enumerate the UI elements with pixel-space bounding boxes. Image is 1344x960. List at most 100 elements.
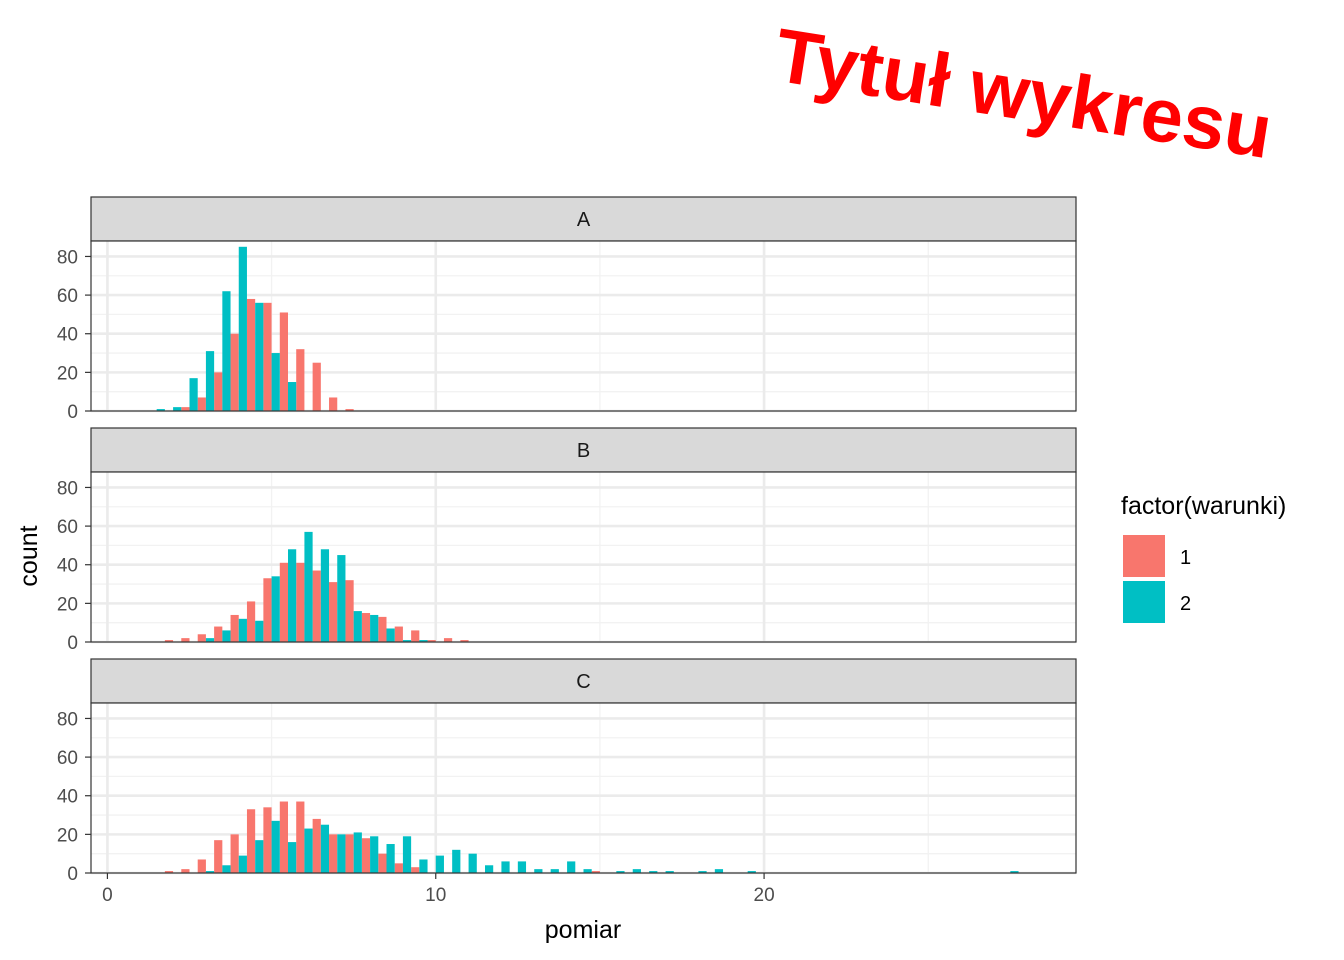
legend: factor(warunki) 1 2 <box>1121 492 1286 623</box>
y-tick-label: 60 <box>57 286 78 307</box>
bar-C-series-2 <box>222 865 231 873</box>
bar-C-series-2 <box>632 869 641 873</box>
x-tick-label: 10 <box>425 885 446 906</box>
bar-C-series-2 <box>616 871 625 873</box>
panel-border <box>90 702 1077 874</box>
bar-A-series-1 <box>246 298 256 411</box>
bar-B-series-2 <box>304 531 313 642</box>
bar-C-series-2 <box>370 836 379 873</box>
bar-C-series-2 <box>567 861 576 873</box>
y-tick-label: 80 <box>57 247 78 268</box>
bar-A-series-2 <box>271 353 280 411</box>
bar-B-series-1 <box>181 638 190 642</box>
bar-B-series-1 <box>361 613 371 642</box>
chart-title: Tytuł wykresu <box>769 13 1277 175</box>
bar-C-series-2 <box>714 869 724 873</box>
bar-C-series-1 <box>197 859 206 873</box>
bar-C-series-2 <box>288 842 297 873</box>
bar-C-series-2 <box>320 824 330 873</box>
bar-C-series-1 <box>345 834 354 873</box>
bar-C-series-1 <box>214 840 223 873</box>
bar-C-series-1 <box>329 834 338 873</box>
bar-C-series-2 <box>583 869 592 873</box>
bar-C-series-2 <box>698 871 707 873</box>
bar-B-series-2 <box>271 576 280 642</box>
y-axis: 0 20 40 60 80 <box>57 478 91 654</box>
bar-B-series-1 <box>279 562 288 642</box>
facet-strip-label: B <box>577 440 590 462</box>
y-tick-label: 80 <box>57 478 78 499</box>
facet-strip <box>90 658 1077 704</box>
bar-A-series-1 <box>181 407 190 411</box>
facet-strip <box>90 196 1077 242</box>
bar-C-series-2 <box>468 853 477 873</box>
bar-B-series-2 <box>205 638 215 642</box>
x-axis-title: pomiar <box>545 916 621 944</box>
bar-C-series-2 <box>485 865 494 873</box>
y-tick-label: 80 <box>57 709 78 730</box>
facet-strip <box>90 427 1077 473</box>
bar-B-series-1 <box>214 626 223 642</box>
bar-A-series-2 <box>189 378 198 411</box>
facet-panels: A 0 20 40 60 80 B 0 20 40 60 80 C 0 20 40 60 80 <box>57 196 1077 885</box>
bar-A-series-1 <box>279 312 288 411</box>
bar-C-series-2 <box>665 871 674 873</box>
bar-B-series-1 <box>246 601 256 642</box>
bar-A-series-1 <box>197 397 206 411</box>
bar-B-series-2 <box>370 614 379 642</box>
bar-A-series-2 <box>288 382 297 411</box>
bar-B-series-2 <box>288 549 297 642</box>
bar-C-series-2 <box>517 861 527 873</box>
bar-C-series-2 <box>747 871 756 873</box>
bars <box>164 531 469 642</box>
legend-title: factor(warunki) <box>1121 492 1286 520</box>
y-axis: 0 20 40 60 80 <box>57 247 91 423</box>
y-tick-label: 40 <box>57 556 78 577</box>
legend-label: 2 <box>1180 593 1191 615</box>
bar-C-series-2 <box>649 871 658 873</box>
bar-C-series-1 <box>263 807 272 873</box>
bar-B-series-1 <box>394 626 403 642</box>
bar-C-series-2 <box>402 836 412 873</box>
y-axis-title: count <box>15 525 43 586</box>
bar-C-series-1 <box>394 863 403 873</box>
x-tick-label: 20 <box>754 885 775 906</box>
y-tick-label: 40 <box>57 325 78 346</box>
facet-panel-B: B 0 20 40 60 80 <box>57 427 1077 654</box>
bar-A-series-2 <box>255 302 264 411</box>
bar-B-series-1 <box>312 570 321 642</box>
facet-strip-label: A <box>577 209 591 231</box>
bar-B-series-2 <box>353 611 362 642</box>
bar-B-series-1 <box>197 634 206 642</box>
bar-C-series-1 <box>296 801 305 873</box>
bar-C-series-2 <box>386 844 395 873</box>
bar-C-series-1 <box>591 871 600 873</box>
bar-B-series-1 <box>460 640 469 642</box>
bars <box>156 246 354 411</box>
bar-C-series-2 <box>205 871 215 873</box>
bar-C-series-2 <box>550 869 559 873</box>
bar-A-series-1 <box>312 362 321 411</box>
bars <box>164 801 1019 873</box>
bar-C-series-2 <box>353 832 362 873</box>
bar-C-series-1 <box>181 869 190 873</box>
bar-C-series-1 <box>361 838 371 873</box>
bar-C-series-2 <box>419 859 428 873</box>
bar-C-series-2 <box>501 861 510 873</box>
legend-item-1: 1 <box>1123 535 1191 577</box>
y-axis: 0 20 40 60 80 <box>57 709 91 885</box>
x-axis: 0 10 20 <box>102 873 775 906</box>
y-tick-label: 0 <box>67 633 78 654</box>
y-tick-label: 60 <box>57 748 78 769</box>
bar-C-series-2 <box>255 840 264 873</box>
bar-A-series-1 <box>214 372 223 411</box>
y-tick-label: 40 <box>57 787 78 808</box>
legend-item-2: 2 <box>1123 581 1191 623</box>
bar-C-series-2 <box>1010 871 1019 873</box>
bar-B-series-1 <box>411 630 420 642</box>
bar-C-series-1 <box>230 834 239 873</box>
bar-B-series-1 <box>230 614 239 642</box>
bar-B-series-2 <box>255 620 264 642</box>
bar-C-series-2 <box>534 869 543 873</box>
bar-B-series-1 <box>427 640 436 642</box>
